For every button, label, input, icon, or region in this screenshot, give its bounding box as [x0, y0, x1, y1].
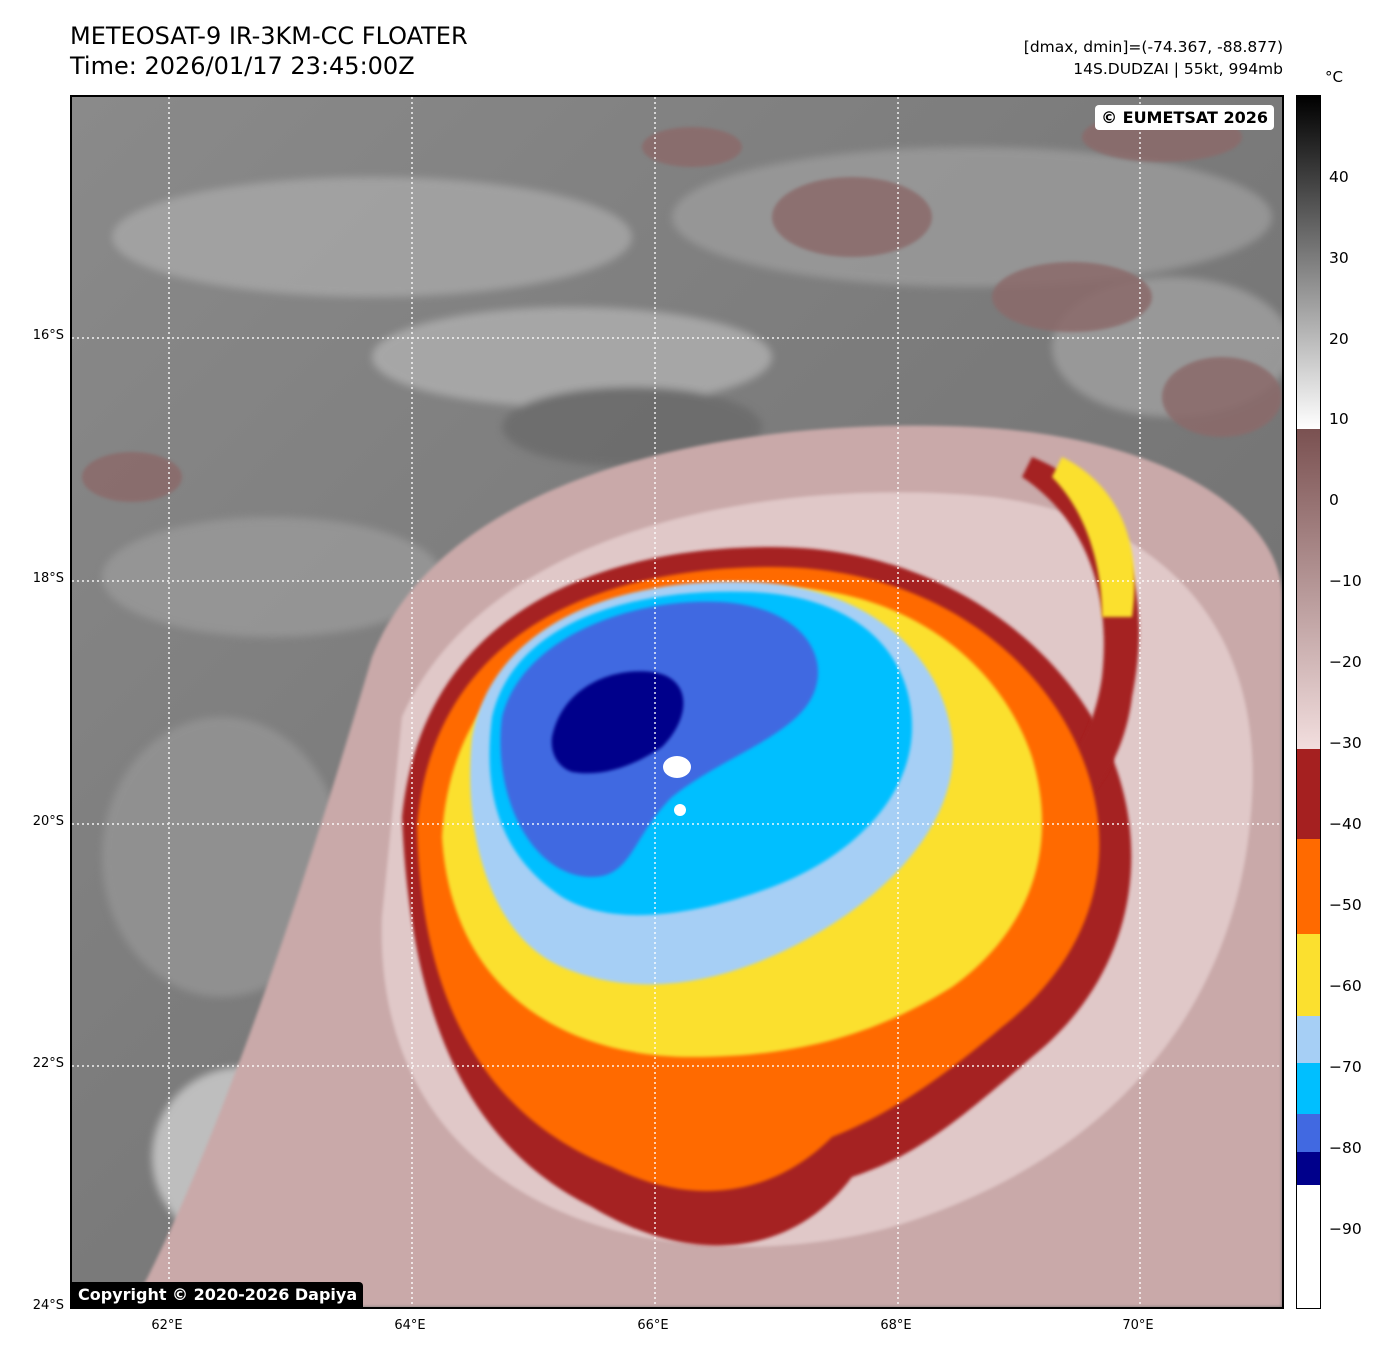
colorbar-scale — [1297, 96, 1320, 1308]
lon-tick-66e: 66°E — [637, 1318, 669, 1333]
colorbar-label-20: 20 — [1329, 330, 1349, 348]
colorbar-label-minus70: −70 — [1329, 1058, 1362, 1076]
lat-tick-18s: 18°S — [32, 571, 64, 586]
ir-imagery — [72, 97, 1282, 1307]
colorbar-unit: °C — [1325, 68, 1343, 86]
dapiya-copyright: Copyright © 2020-2026 Dapiya — [72, 1282, 364, 1307]
lon-tick-68e: 68°E — [880, 1318, 912, 1333]
lon-tick-64e: 64°E — [394, 1318, 426, 1333]
colorbar-label-minus80: −80 — [1329, 1139, 1362, 1157]
colorbar-label-0: 0 — [1329, 491, 1339, 509]
colorbar-label-minus10: −10 — [1329, 572, 1362, 590]
colorbar — [1296, 95, 1321, 1309]
colorbar-label-minus20: −20 — [1329, 653, 1362, 671]
colorbar-label-minus30: −30 — [1329, 734, 1362, 752]
timestamp: Time: 2026/01/17 23:45:00Z — [70, 52, 415, 80]
colorbar-label-minus50: −50 — [1329, 896, 1362, 914]
colorbar-label-10: 10 — [1329, 410, 1349, 428]
colorbar-label-40: 40 — [1329, 168, 1349, 186]
lat-tick-22s: 22°S — [32, 1056, 64, 1071]
colorbar-label-minus90: −90 — [1329, 1220, 1362, 1238]
lat-tick-16s: 16°S — [32, 328, 64, 343]
lon-tick-62e: 62°E — [151, 1318, 183, 1333]
lat-tick-24s: 24°S — [32, 1298, 64, 1313]
product-title: METEOSAT-9 IR-3KM-CC FLOATER — [70, 22, 468, 50]
storm-info: 14S.DUDZAI | 55kt, 994mb — [1073, 60, 1283, 78]
eumetsat-credit: © EUMETSAT 2026 — [1095, 105, 1274, 130]
lon-tick-70e: 70°E — [1122, 1318, 1154, 1333]
lat-tick-20s: 20°S — [32, 814, 64, 829]
dmax-dmin-readout: [dmax, dmin]=(-74.367, -88.877) — [1023, 38, 1283, 56]
satellite-image: © EUMETSAT 2026 Copyright © 2020-2026 Da… — [70, 95, 1284, 1309]
colorbar-label-30: 30 — [1329, 249, 1349, 267]
colorbar-label-minus40: −40 — [1329, 815, 1362, 833]
colorbar-label-minus60: −60 — [1329, 977, 1362, 995]
